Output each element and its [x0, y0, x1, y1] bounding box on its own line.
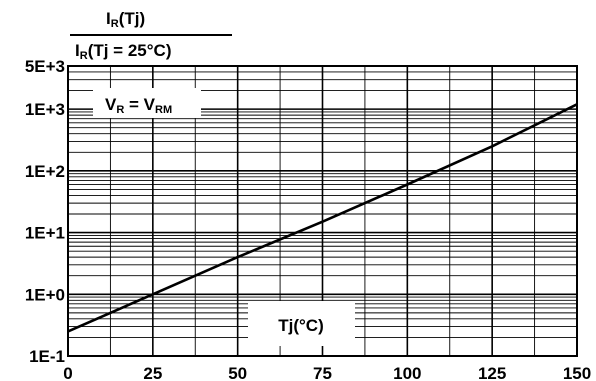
series	[67, 103, 578, 333]
data-point	[321, 220, 324, 223]
title-denominator: IR(Tj = 25°C)	[75, 41, 171, 62]
data-point	[406, 183, 409, 186]
y-tick-label: 1E+0	[25, 285, 65, 304]
tick-labels: 0 25 50 75 100 125 150 5E+3 1E+3 1E+2 1E+1 1E+0 1E-1	[25, 57, 591, 381]
axes	[67, 65, 578, 357]
data-point	[152, 293, 154, 296]
x-axis-label: Tj(°C)	[248, 301, 355, 346]
y-tick-label: 1E+3	[25, 100, 65, 119]
y-tick-label: 1E-1	[29, 347, 65, 366]
x-tick-label: 150	[563, 364, 591, 381]
x-axis-label-background	[248, 301, 355, 346]
x-tick-label: 50	[228, 364, 247, 381]
x-tick-label: 25	[143, 364, 162, 381]
title-numerator: IR(Tj)	[106, 9, 145, 30]
grid	[68, 65, 577, 356]
data-point	[576, 103, 578, 106]
x-axis-label-text: Tj(°C)	[278, 316, 324, 335]
y-tick-label: 5E+3	[25, 57, 65, 76]
plot-frame	[67, 65, 578, 357]
data-point	[236, 256, 239, 258]
data-point	[67, 330, 69, 333]
y-tick-label: 1E+2	[25, 162, 65, 181]
y-tick-label: 1E+1	[25, 224, 65, 243]
chart-title: IR(Tj) IR(Tj = 25°C)	[70, 9, 232, 62]
annotation-text: VR = VRM	[105, 95, 172, 116]
annotation: VR = VRM	[93, 88, 201, 118]
x-tick-label: 75	[313, 364, 332, 381]
annotation-background	[93, 88, 201, 118]
data-point	[491, 145, 493, 148]
x-tick-label: 0	[63, 364, 72, 381]
x-tick-label: 125	[478, 364, 506, 381]
x-tick-label: 100	[393, 364, 421, 381]
